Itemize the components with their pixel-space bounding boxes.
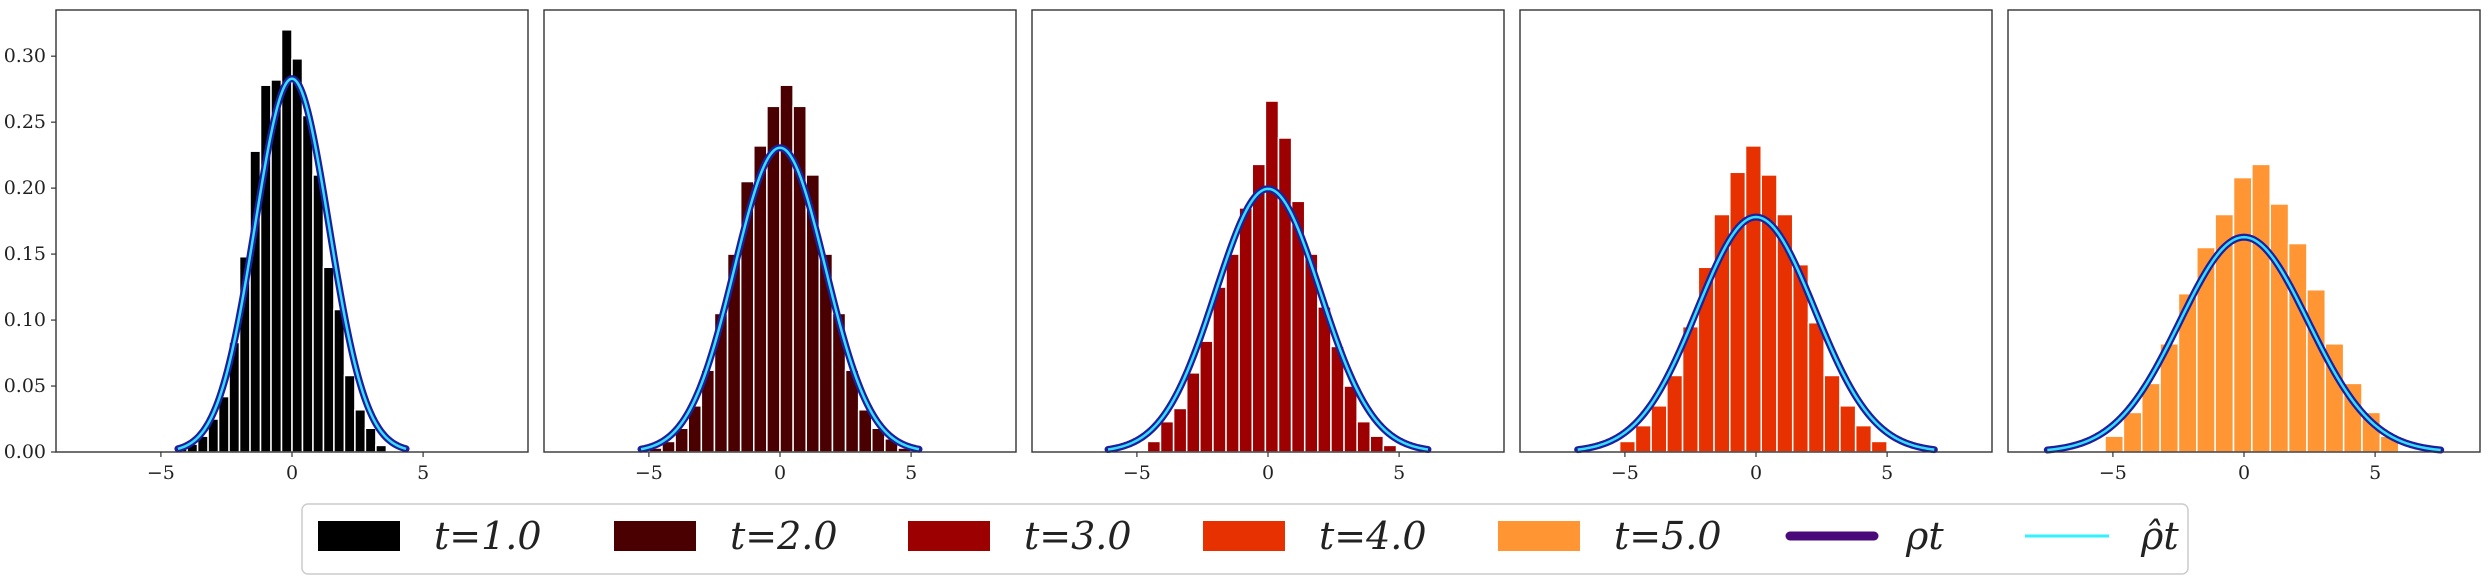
histogram-bar bbox=[1870, 440, 1888, 453]
histogram-bar bbox=[2232, 176, 2253, 453]
histogram-bar bbox=[779, 84, 794, 453]
histogram-bar bbox=[1251, 163, 1267, 453]
histogram-bar bbox=[1729, 171, 1747, 453]
x-tick-label: −5 bbox=[1611, 462, 1639, 484]
histogram-bar bbox=[2140, 382, 2161, 453]
y-tick-label: 0.00 bbox=[4, 441, 46, 463]
subplot-4: −5 0 5 bbox=[1519, 9, 1993, 484]
histogram-bar bbox=[1343, 385, 1358, 453]
histogram-bar bbox=[301, 114, 314, 453]
legend-label: t=5.0 bbox=[1614, 514, 1722, 558]
histogram-bar bbox=[1744, 145, 1762, 453]
legend-label: t=1.0 bbox=[434, 514, 542, 558]
histogram-bar bbox=[1212, 286, 1227, 453]
histogram-bar bbox=[1146, 440, 1162, 453]
x-tick-label: 5 bbox=[1881, 462, 1893, 484]
y-tick-label: 0.10 bbox=[4, 309, 46, 331]
x-tick-label: −5 bbox=[635, 462, 663, 484]
histogram-bar bbox=[1666, 374, 1684, 453]
subplot-5: −5 0 5 bbox=[2007, 9, 2481, 484]
legend-patch bbox=[1498, 521, 1580, 551]
subplot-3: −5 0 5 bbox=[1031, 9, 1505, 484]
x-tick-label: −5 bbox=[1123, 462, 1151, 484]
x-tick-label: 5 bbox=[2369, 462, 2381, 484]
x-tick-label: 0 bbox=[774, 462, 786, 484]
legend: t=1.0 t=2.0 t=3.0 t=4.0 t=5.0 ρt ρ̂t bbox=[301, 503, 2189, 575]
legend-label: t=4.0 bbox=[1319, 514, 1427, 558]
histogram-bar bbox=[291, 58, 304, 453]
histogram-bar bbox=[1356, 420, 1372, 453]
legend-label: ρ̂t bbox=[2140, 514, 2179, 558]
histogram-bar bbox=[1199, 340, 1214, 453]
rho-hat-t-curve bbox=[2047, 235, 2441, 452]
x-tick-label: 0 bbox=[1262, 462, 1274, 484]
histogram-bar bbox=[1618, 440, 1637, 453]
y-tick-label: 0.15 bbox=[4, 243, 46, 265]
histogram-bar bbox=[1264, 100, 1280, 453]
histogram-bar bbox=[1369, 435, 1385, 453]
x-tick-label: −5 bbox=[2099, 462, 2127, 484]
histogram-bar bbox=[2269, 203, 2290, 453]
histogram-bar bbox=[1650, 405, 1668, 453]
histogram-bar bbox=[333, 308, 346, 453]
histogram-bar bbox=[375, 444, 388, 453]
histogram-bar bbox=[2104, 435, 2125, 453]
histogram-bar bbox=[1839, 405, 1857, 453]
legend-patch bbox=[1203, 521, 1285, 551]
rho-hat-t-curve bbox=[640, 146, 920, 451]
y-tick-label: 0.30 bbox=[4, 45, 46, 67]
histogram-bar bbox=[1807, 321, 1825, 453]
histogram-bar bbox=[1634, 424, 1652, 453]
histogram-bar bbox=[2287, 242, 2308, 453]
histogram-bar bbox=[2122, 411, 2143, 453]
histogram-bar bbox=[1382, 444, 1398, 453]
rho-hat-t-curve bbox=[177, 77, 407, 451]
histogram-bar bbox=[1159, 420, 1175, 453]
x-tick-label: 5 bbox=[1393, 462, 1405, 484]
x-tick-label: 5 bbox=[417, 462, 429, 484]
y-tick-label: 0.05 bbox=[4, 375, 46, 397]
histogram-bar bbox=[343, 374, 356, 453]
x-tick-label: 5 bbox=[905, 462, 917, 484]
y-tick-label: 0.25 bbox=[4, 111, 46, 133]
legend-label: t=3.0 bbox=[1024, 514, 1132, 558]
y-tick-label: 0.20 bbox=[4, 177, 46, 199]
legend-label: ρt bbox=[1905, 514, 1944, 558]
histogram-bar bbox=[354, 409, 367, 453]
histogram-bar bbox=[2251, 163, 2271, 453]
histogram-bar bbox=[364, 427, 377, 453]
legend-patch bbox=[318, 521, 400, 551]
histogram-bar bbox=[1277, 137, 1293, 453]
histogram-bar bbox=[322, 266, 335, 453]
histogram-bar bbox=[312, 174, 325, 453]
histogram-bar bbox=[1185, 372, 1201, 453]
rho-hat-t-curve bbox=[1107, 187, 1429, 451]
x-tick-label: 0 bbox=[1750, 462, 1762, 484]
histogram-bar bbox=[2306, 288, 2327, 453]
histogram-bar bbox=[1823, 374, 1841, 453]
rho-hat-t-curve bbox=[1577, 215, 1935, 451]
histogram-bar bbox=[1225, 253, 1240, 453]
histogram-bar bbox=[1854, 424, 1873, 453]
subplot-grid: −5 0 5 0.00 0.05 0.10 0.15 0.20 0.25 0.30 −5 0 5 −5 0 5… bbox=[4, 9, 2481, 484]
subplot-1: −5 0 5 0.00 0.05 0.10 0.15 0.20 0.25 0.30 bbox=[4, 9, 529, 484]
histogram-bar bbox=[1238, 207, 1254, 453]
x-tick-label: 0 bbox=[2238, 462, 2250, 484]
x-tick-label: 0 bbox=[286, 462, 298, 484]
legend-patch bbox=[614, 521, 696, 551]
legend-label: t=2.0 bbox=[730, 514, 838, 558]
x-tick-label: −5 bbox=[147, 462, 175, 484]
legend-patch bbox=[908, 521, 990, 551]
subplot-2: −5 0 5 bbox=[543, 9, 1017, 484]
histogram-bar bbox=[1172, 407, 1188, 453]
